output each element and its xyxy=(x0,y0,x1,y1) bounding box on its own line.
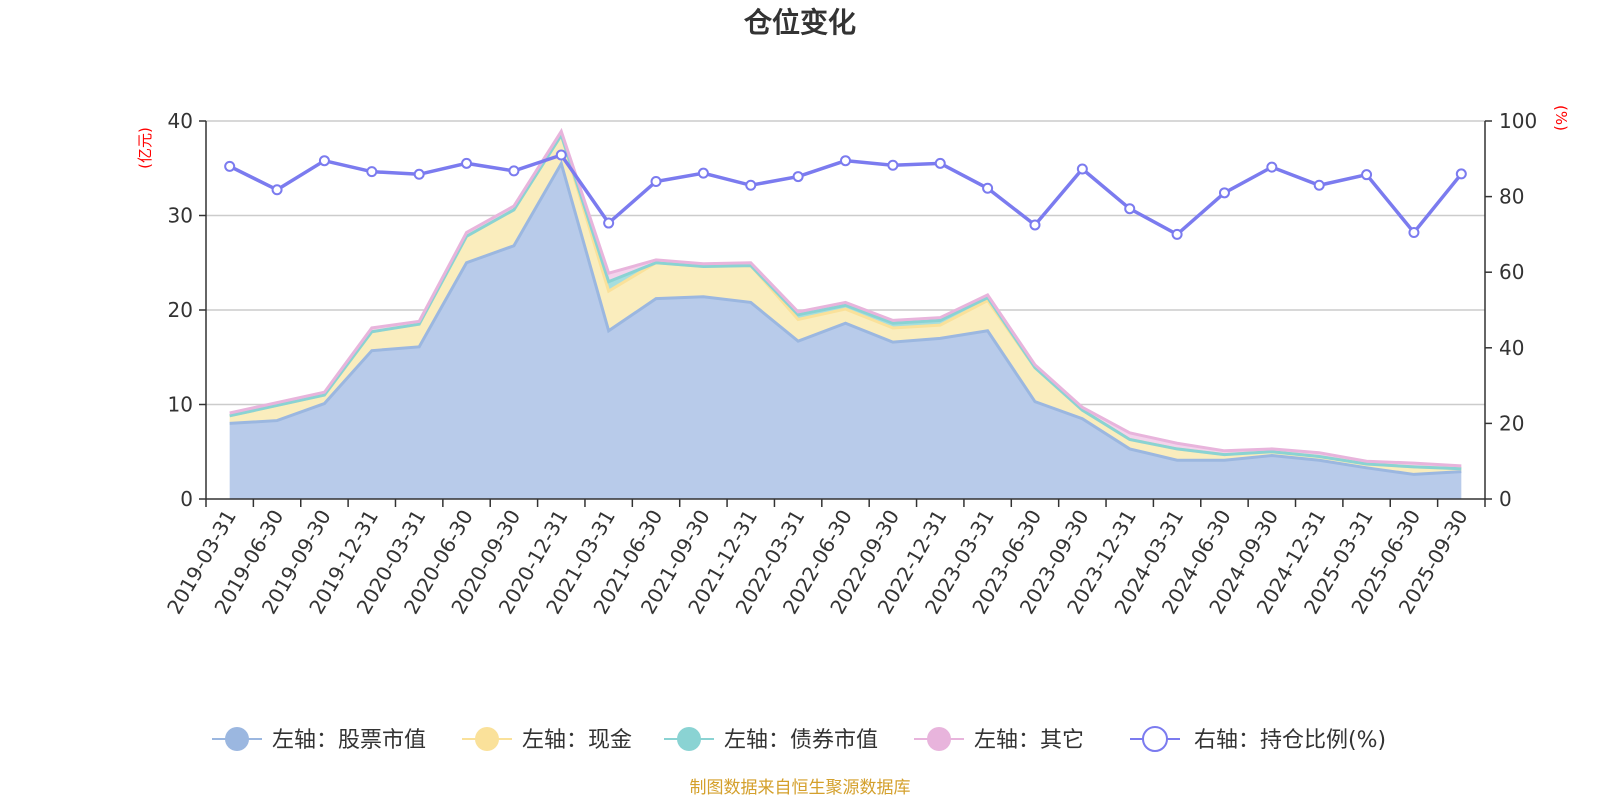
legend-label: 右轴：持仓比例(%) xyxy=(1194,728,1386,753)
left-tick-label: 0 xyxy=(180,487,193,511)
ratio-point xyxy=(887,159,899,171)
ratio-point xyxy=(271,184,283,196)
area-series-line xyxy=(229,159,1462,476)
ratio-point xyxy=(1076,163,1088,175)
left-tick-label: 30 xyxy=(168,204,193,228)
ratio-point xyxy=(508,165,520,177)
right-tick-label: 60 xyxy=(1499,260,1524,284)
ratio-point xyxy=(1029,219,1041,231)
legend-marker xyxy=(1142,726,1168,752)
ratio-point xyxy=(650,175,662,187)
ratio-point xyxy=(792,171,804,183)
ratio-point xyxy=(934,157,946,169)
ratio-point xyxy=(982,182,994,194)
left-tick-label: 20 xyxy=(168,298,193,322)
legend-marker xyxy=(677,727,701,751)
ratio-point xyxy=(461,157,473,169)
chart-title: 仓位变化 xyxy=(744,6,856,39)
ratio-point xyxy=(413,168,425,180)
right-tick-label: 80 xyxy=(1499,185,1524,209)
legend-label: 左轴：其它 xyxy=(974,728,1084,753)
ratio-point xyxy=(840,155,851,167)
ratio-point xyxy=(1455,168,1467,180)
left-axis-unit: (亿元) xyxy=(136,127,154,169)
left-tick-label: 10 xyxy=(168,393,193,417)
ratio-line-series xyxy=(224,149,1467,240)
right-axis-unit: (%) xyxy=(1552,105,1570,131)
ratio-point xyxy=(1408,227,1420,239)
ratio-point xyxy=(603,217,615,229)
legend-label: 左轴：债券市值 xyxy=(724,728,878,753)
legend: 左轴：股票市值 左轴：现金 左轴：债券市值 左轴：其它 右轴：持仓比例(%) xyxy=(212,726,1386,753)
right-tick-label: 100 xyxy=(1499,109,1537,133)
ratio-point xyxy=(1361,169,1373,181)
legend-label: 左轴：现金 xyxy=(522,728,632,753)
legend-label: 左轴：股票市值 xyxy=(272,728,426,753)
ratio-point xyxy=(318,155,330,167)
legend-marker xyxy=(475,727,499,751)
ratio-point xyxy=(555,149,567,161)
right-tick-label: 0 xyxy=(1499,487,1512,511)
ratio-point xyxy=(1124,203,1136,215)
ratio-point xyxy=(1313,179,1325,191)
right-tick-label: 20 xyxy=(1499,411,1524,435)
legend-marker xyxy=(225,727,249,751)
ratio-point xyxy=(1171,228,1183,240)
stacked-areas xyxy=(229,127,1462,499)
area-series xyxy=(229,163,1462,499)
right-tick-label: 40 xyxy=(1499,336,1524,360)
source-note: 制图数据来自恒生聚源数据库 xyxy=(690,778,911,798)
area-series-line xyxy=(229,127,1462,468)
left-tick-label: 40 xyxy=(168,109,193,133)
ratio-point xyxy=(745,179,757,191)
legend-marker xyxy=(927,727,951,751)
ratio-point xyxy=(1218,187,1230,199)
ratio-point xyxy=(697,167,709,179)
ratio-point xyxy=(224,160,236,172)
ratio-point xyxy=(1266,161,1278,173)
ratio-point xyxy=(366,166,378,178)
